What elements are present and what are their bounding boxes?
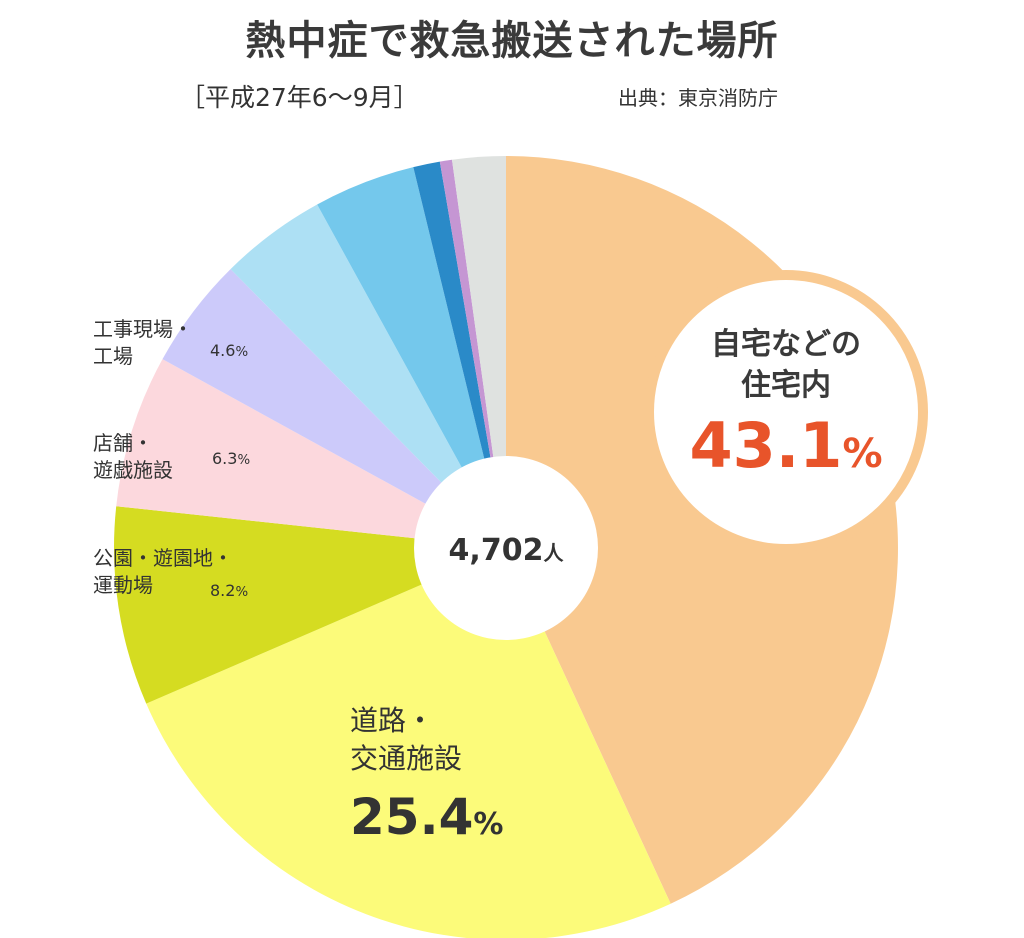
pie-slice-shop [116, 359, 506, 548]
label-work-line1: 工事現場・ [93, 317, 193, 341]
pie-slice-other4 [439, 159, 506, 549]
label-park-line2: 運動場 [93, 573, 153, 597]
center-hole [414, 456, 598, 640]
pie-slice-park [113, 506, 506, 704]
center-total: 4,702人 [449, 533, 565, 568]
label-work-pct: 4.6% [210, 341, 249, 360]
chart-title: 熱中症で救急搬送された場所 [245, 18, 779, 64]
pie-slice-road [146, 548, 671, 938]
highlight-bubble [644, 270, 928, 554]
label-home-pct: 43.1% [689, 409, 883, 482]
label-shop: 店舗・ 遊戯施設 [93, 430, 173, 484]
pie-slice-other1 [230, 204, 506, 549]
label-road-pct: 25.4% [350, 787, 504, 846]
label-shop-pct: 6.3% [212, 449, 251, 468]
pie-slice-other2 [317, 167, 506, 548]
label-home: 自宅などの 住宅内 43.1% [650, 325, 922, 488]
label-work-line2: 工場 [93, 344, 133, 368]
label-park-line1: 公園・遊園地・ [93, 546, 233, 570]
label-home-line2: 住宅内 [741, 367, 831, 403]
pie-slice-other3 [413, 161, 506, 548]
source-note: 出典：東京消防庁 [618, 86, 778, 110]
label-road: 道路・ 交通施設 25.4% [350, 702, 503, 851]
label-park-pct: 8.2% [210, 581, 249, 600]
pie-slice-work [162, 269, 507, 548]
label-shop-line2: 遊戯施設 [93, 458, 173, 482]
label-road-line2: 交通施設 [350, 741, 463, 775]
label-home-line1: 自宅などの [711, 327, 861, 362]
label-shop-line1: 店舗・ [93, 431, 153, 455]
chart-subtitle: ［平成27年6～9月］ [180, 83, 419, 112]
label-park: 公園・遊園地・ 運動場 [93, 545, 233, 599]
pie-slice-other5 [451, 156, 506, 548]
label-road-line1: 道路・ [350, 704, 435, 737]
label-work: 工事現場・ 工場 [93, 316, 193, 370]
